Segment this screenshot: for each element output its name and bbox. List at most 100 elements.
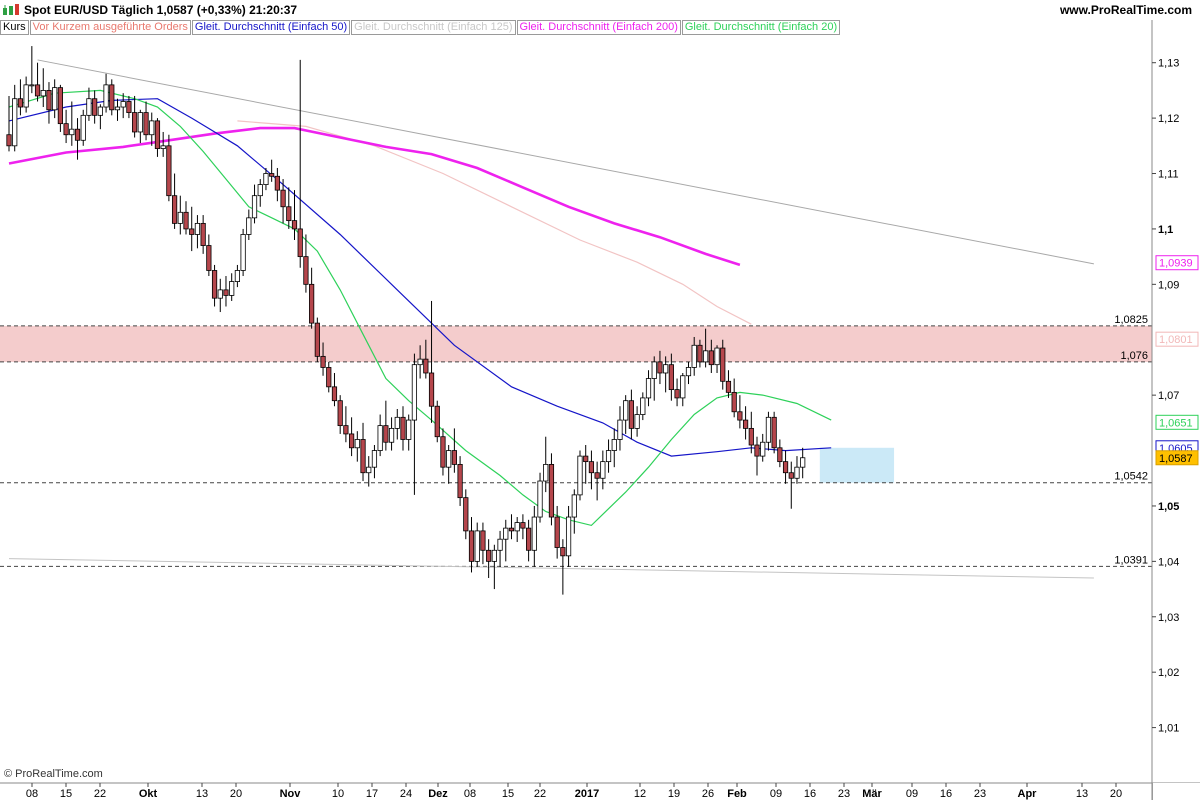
candle[interactable] — [497, 538, 503, 551]
candle[interactable] — [6, 134, 12, 147]
candle[interactable] — [171, 195, 178, 224]
candle[interactable] — [348, 433, 355, 449]
candle[interactable] — [69, 128, 75, 136]
candle[interactable] — [17, 98, 24, 108]
candle[interactable] — [628, 400, 634, 429]
candle[interactable] — [86, 98, 92, 116]
candle[interactable] — [183, 211, 189, 230]
candle[interactable] — [640, 397, 646, 415]
candle[interactable] — [314, 322, 320, 357]
candle[interactable] — [383, 425, 389, 443]
candle[interactable] — [80, 114, 86, 141]
candle[interactable] — [605, 450, 612, 463]
candle[interactable] — [520, 522, 526, 529]
candle[interactable] — [623, 400, 629, 421]
candle[interactable] — [737, 411, 743, 421]
candle[interactable] — [263, 173, 269, 186]
candle[interactable] — [12, 98, 18, 147]
candle[interactable] — [52, 87, 58, 111]
candle[interactable] — [480, 530, 486, 551]
candle[interactable] — [742, 419, 749, 429]
candle[interactable] — [651, 361, 657, 379]
legend-item[interactable]: Gleit. Durchschnitt (Einfach 20) — [681, 20, 841, 35]
candle[interactable] — [63, 123, 69, 136]
candle[interactable] — [634, 414, 640, 429]
candle[interactable] — [434, 405, 440, 438]
candle[interactable] — [371, 450, 378, 468]
candle[interactable] — [571, 494, 577, 518]
candle[interactable] — [491, 549, 497, 562]
candle[interactable] — [251, 195, 258, 219]
legend-item[interactable]: Vor Kurzem ausgeführte Orders — [29, 20, 191, 35]
candle[interactable] — [143, 112, 149, 136]
candle[interactable] — [46, 90, 52, 111]
candle[interactable] — [40, 90, 46, 97]
candle[interactable] — [320, 355, 326, 368]
candle[interactable] — [34, 84, 41, 97]
candle[interactable] — [611, 439, 617, 451]
candle[interactable] — [645, 378, 652, 399]
candle[interactable] — [291, 220, 298, 230]
candle[interactable] — [503, 527, 509, 540]
candle[interactable] — [366, 466, 372, 474]
candle[interactable] — [234, 270, 240, 282]
candle[interactable] — [714, 347, 720, 366]
candle[interactable] — [697, 344, 703, 363]
candle[interactable] — [126, 101, 132, 113]
candle[interactable] — [451, 450, 457, 465]
candle[interactable] — [303, 256, 309, 285]
candle[interactable] — [594, 472, 600, 479]
candle[interactable] — [97, 106, 103, 116]
candle[interactable] — [674, 389, 680, 399]
candle[interactable] — [583, 455, 589, 463]
candle[interactable] — [200, 222, 206, 246]
candle[interactable] — [377, 425, 383, 451]
candle[interactable] — [457, 464, 463, 499]
candle[interactable] — [74, 128, 81, 141]
candle[interactable] — [194, 222, 201, 235]
candle[interactable] — [120, 101, 126, 108]
candle[interactable] — [286, 206, 292, 222]
candle[interactable] — [217, 289, 223, 299]
candle[interactable] — [211, 270, 218, 299]
candle[interactable] — [560, 547, 566, 557]
candle[interactable] — [92, 98, 98, 116]
candle[interactable] — [103, 84, 109, 108]
candle[interactable] — [229, 281, 235, 296]
candle[interactable] — [297, 228, 303, 258]
candle[interactable] — [788, 472, 794, 479]
candle[interactable] — [114, 106, 121, 111]
candle[interactable] — [765, 416, 772, 443]
candle[interactable] — [132, 112, 138, 133]
candle[interactable] — [388, 427, 395, 443]
candle[interactable] — [657, 361, 663, 374]
candle[interactable] — [446, 450, 452, 468]
candle[interactable] — [463, 497, 469, 532]
candle[interactable] — [269, 173, 275, 177]
candle[interactable] — [668, 364, 674, 391]
legend-item[interactable]: Kurs — [0, 20, 29, 35]
candle[interactable] — [246, 217, 252, 235]
candle[interactable] — [543, 464, 549, 482]
candle[interactable] — [600, 461, 606, 479]
candle[interactable] — [782, 461, 789, 474]
candle[interactable] — [531, 516, 537, 551]
candle[interactable] — [160, 145, 166, 149]
candle[interactable] — [154, 120, 161, 149]
candle[interactable] — [663, 364, 669, 374]
candle[interactable] — [554, 516, 560, 548]
candle[interactable] — [23, 84, 29, 108]
candle[interactable] — [274, 175, 280, 191]
candle[interactable] — [166, 145, 172, 197]
candle[interactable] — [514, 522, 520, 532]
candle[interactable] — [526, 527, 532, 551]
candle[interactable] — [29, 84, 35, 87]
candle[interactable] — [720, 347, 726, 382]
candle[interactable] — [280, 189, 286, 208]
candle[interactable] — [725, 380, 732, 393]
candle[interactable] — [685, 367, 692, 377]
candle[interactable] — [354, 439, 360, 449]
candle[interactable] — [177, 211, 183, 224]
candle[interactable] — [206, 245, 212, 271]
candle[interactable] — [548, 464, 555, 518]
